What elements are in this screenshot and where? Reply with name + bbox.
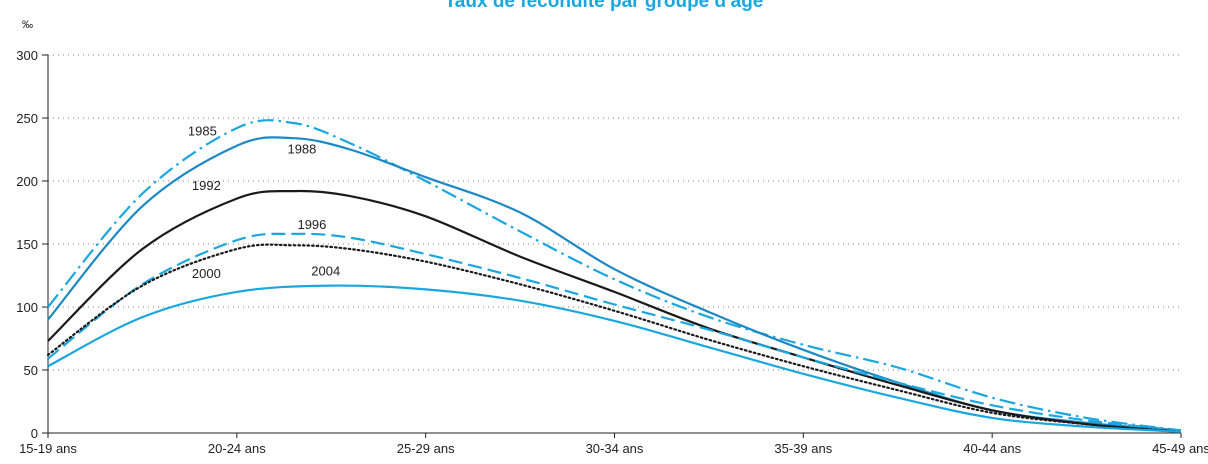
- series-line-2000: [46, 243, 1183, 433]
- y-tick-label-50: 50: [24, 363, 38, 378]
- series-line-2004: [47, 284, 1182, 433]
- axes: [42, 54, 1182, 438]
- x-tick-label-3: 30-34 ans: [586, 441, 644, 456]
- series-label-1988: 1988: [287, 141, 316, 156]
- y-tick-label-0: 0: [31, 426, 38, 441]
- series-label-1996: 1996: [297, 217, 326, 232]
- series-labels: 1985 1988 1992 1996 2000 2004: [188, 124, 340, 281]
- series-lines: [46, 119, 1183, 433]
- x-tick-label-1: 20-24 ans: [208, 441, 266, 456]
- x-tick-label-6: 45-49 ans: [1152, 441, 1208, 456]
- y-tick-label-150: 150: [16, 237, 38, 252]
- series-line-1992: [47, 189, 1182, 433]
- x-tick-label-5: 40-44 ans: [963, 441, 1021, 456]
- y-tick-label-250: 250: [16, 111, 38, 126]
- y-tick-label-200: 200: [16, 174, 38, 189]
- x-tick-labels: 15-19 ans 20-24 ans 25-29 ans 30-34 ans 35-3…: [19, 441, 1208, 456]
- x-tick-label-0: 15-19 ans: [19, 441, 77, 456]
- y-tick-label-100: 100: [16, 300, 38, 315]
- series-label-1985: 1985: [188, 124, 217, 139]
- series-line-1985: [47, 119, 1182, 432]
- y-tick-labels: 0 50 100 150 200 250 300: [16, 48, 38, 441]
- x-tick-label-2: 25-29 ans: [397, 441, 455, 456]
- y-axis-unit: ‰: [22, 19, 33, 31]
- x-tick-label-4: 35-39 ans: [774, 441, 832, 456]
- chart-title: Taux de fécondité par groupe d'âge: [444, 0, 764, 12]
- series-line-1996: [47, 232, 1182, 432]
- gridlines: [48, 54, 1181, 371]
- y-tick-label-300: 300: [16, 48, 38, 63]
- series-label-1992: 1992: [192, 178, 221, 193]
- series-label-2004: 2004: [311, 264, 340, 279]
- series-label-2000: 2000: [192, 266, 221, 281]
